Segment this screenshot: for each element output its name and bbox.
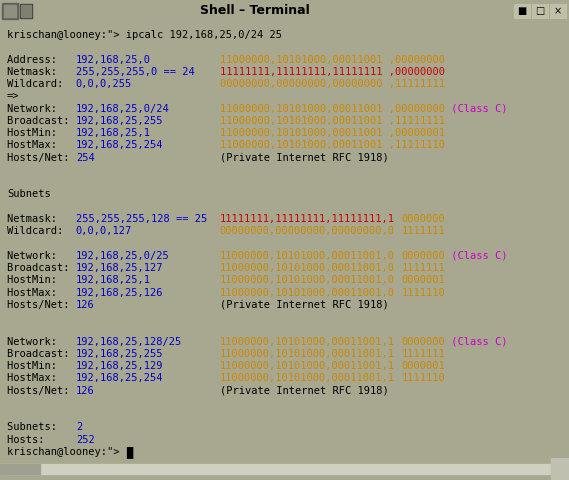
Text: 1111111: 1111111: [401, 226, 445, 236]
Text: Subnets: Subnets: [7, 190, 51, 200]
Bar: [551, 458, 569, 480]
Text: Netmask:: Netmask:: [7, 214, 76, 224]
Text: Wildcard:: Wildcard:: [7, 79, 76, 89]
Text: 192,168,25,0/24: 192,168,25,0/24: [76, 104, 170, 114]
Text: 11000000,10101000,00011001,0: 11000000,10101000,00011001,0: [220, 288, 395, 298]
Text: Hosts/Net:: Hosts/Net:: [7, 300, 76, 310]
Text: Hosts/Net:: Hosts/Net:: [7, 385, 76, 396]
Text: Broadcast:: Broadcast:: [7, 349, 76, 359]
Text: ×: ×: [554, 6, 562, 16]
Text: 11000000,10101000,00011001 ,00000001: 11000000,10101000,00011001 ,00000001: [220, 128, 445, 138]
Text: 1111110: 1111110: [401, 288, 445, 298]
Text: 255,255,255,128 == 25: 255,255,255,128 == 25: [76, 214, 207, 224]
Text: 0,0,0,127: 0,0,0,127: [76, 226, 132, 236]
Text: Wildcard:: Wildcard:: [7, 226, 76, 236]
Text: 192,168,25,129: 192,168,25,129: [76, 361, 163, 371]
Text: 0000001: 0000001: [401, 275, 445, 285]
Text: 192,168,25,255: 192,168,25,255: [76, 349, 163, 359]
Text: █: █: [126, 446, 132, 458]
Text: =>: =>: [7, 91, 19, 101]
Text: 192,168,25,126: 192,168,25,126: [76, 288, 163, 298]
Text: 11111111,11111111,11111111 ,00000000: 11111111,11111111,11111111 ,00000000: [220, 67, 445, 77]
Bar: [21, 5, 31, 17]
Text: 1111111: 1111111: [401, 263, 445, 273]
Text: Broadcast:: Broadcast:: [7, 263, 76, 273]
Text: 11000000,10101000,00011001,1: 11000000,10101000,00011001,1: [220, 361, 395, 371]
Text: (Private Internet RFC 1918): (Private Internet RFC 1918): [94, 300, 389, 310]
Text: krischan@looney:"> ipcalc 192,168,25,0/24 25: krischan@looney:"> ipcalc 192,168,25,0/2…: [7, 30, 282, 40]
Text: Address:: Address:: [7, 55, 76, 65]
Bar: [0, 464, 40, 474]
Bar: [2, 3, 18, 19]
Bar: [4, 5, 16, 17]
Text: 192,168,25,0/25: 192,168,25,0/25: [76, 251, 170, 261]
Text: 00000000,00000000,00000000,0: 00000000,00000000,00000000,0: [220, 226, 395, 236]
Text: 11000000,10101000,00011001,1: 11000000,10101000,00011001,1: [220, 336, 395, 347]
Text: Network:: Network:: [7, 336, 76, 347]
Text: Broadcast:: Broadcast:: [7, 116, 76, 126]
Text: 0000000: 0000000: [401, 251, 445, 261]
Text: 126: 126: [76, 385, 94, 396]
Text: Subnets:: Subnets:: [7, 422, 76, 432]
Text: krischan@looney:">: krischan@looney:">: [7, 447, 126, 457]
Text: Hosts:: Hosts:: [7, 434, 76, 444]
Text: 2: 2: [76, 422, 82, 432]
Text: 192,168,25,255: 192,168,25,255: [76, 116, 163, 126]
Text: 192,168,25,0: 192,168,25,0: [76, 55, 151, 65]
Text: Network:: Network:: [7, 251, 76, 261]
Text: 1111110: 1111110: [401, 373, 445, 384]
Text: 192,168,25,127: 192,168,25,127: [76, 263, 163, 273]
Text: 11000000,10101000,00011001 ,00000000: 11000000,10101000,00011001 ,00000000: [220, 104, 445, 114]
Text: 192,168,25,254: 192,168,25,254: [76, 373, 163, 384]
Text: HostMax:: HostMax:: [7, 141, 76, 150]
Text: 255,255,255,0 == 24: 255,255,255,0 == 24: [76, 67, 195, 77]
Bar: [514, 4, 530, 18]
Text: Shell – Terminal: Shell – Terminal: [200, 4, 310, 17]
Text: 192,168,25,1: 192,168,25,1: [76, 128, 151, 138]
Text: 192,168,25,254: 192,168,25,254: [76, 141, 163, 150]
Bar: [20, 4, 32, 18]
Text: (Class C): (Class C): [445, 336, 508, 347]
Text: 0,0,0,255: 0,0,0,255: [76, 79, 132, 89]
Text: (Class C): (Class C): [445, 251, 508, 261]
Text: (Class C): (Class C): [445, 104, 508, 114]
Text: 252: 252: [76, 434, 94, 444]
Text: 00000000,00000000,00000000 ,11111111: 00000000,00000000,00000000 ,11111111: [220, 79, 445, 89]
Text: HostMin:: HostMin:: [7, 128, 76, 138]
Text: 0000000: 0000000: [401, 336, 445, 347]
Text: 11000000,10101000,00011001,0: 11000000,10101000,00011001,0: [220, 275, 395, 285]
Text: 192,168,25,1: 192,168,25,1: [76, 275, 151, 285]
Text: 0000000: 0000000: [401, 214, 445, 224]
Bar: [0, 464, 551, 474]
Text: 11000000,10101000,00011001,0: 11000000,10101000,00011001,0: [220, 263, 395, 273]
Text: HostMax:: HostMax:: [7, 373, 76, 384]
Text: 11000000,10101000,00011001 ,11111110: 11000000,10101000,00011001 ,11111110: [220, 141, 445, 150]
Text: 11000000,10101000,00011001,1: 11000000,10101000,00011001,1: [220, 349, 395, 359]
Text: 192,168,25,128/25: 192,168,25,128/25: [76, 336, 182, 347]
Text: Network:: Network:: [7, 104, 76, 114]
Text: 11000000,10101000,00011001 ,00000000: 11000000,10101000,00011001 ,00000000: [220, 55, 445, 65]
Text: Netmask:: Netmask:: [7, 67, 76, 77]
Bar: [532, 4, 548, 18]
Bar: [550, 4, 566, 18]
Text: 11111111,11111111,11111111,1: 11111111,11111111,11111111,1: [220, 214, 395, 224]
Text: 254: 254: [76, 153, 94, 163]
Text: HostMax:: HostMax:: [7, 288, 76, 298]
Text: 11000000,10101000,00011001 ,11111111: 11000000,10101000,00011001 ,11111111: [220, 116, 445, 126]
Text: 11000000,10101000,00011001,0: 11000000,10101000,00011001,0: [220, 251, 395, 261]
Text: 1111111: 1111111: [401, 349, 445, 359]
Text: 126: 126: [76, 300, 94, 310]
Text: 11000000,10101000,00011001,1: 11000000,10101000,00011001,1: [220, 373, 395, 384]
Text: HostMin:: HostMin:: [7, 361, 76, 371]
Text: 0000001: 0000001: [401, 361, 445, 371]
Text: HostMin:: HostMin:: [7, 275, 76, 285]
Text: Hosts/Net:: Hosts/Net:: [7, 153, 76, 163]
Text: □: □: [535, 6, 545, 16]
Text: (Private Internet RFC 1918): (Private Internet RFC 1918): [94, 385, 389, 396]
Text: (Private Internet RFC 1918): (Private Internet RFC 1918): [94, 153, 389, 163]
Text: ■: ■: [517, 6, 527, 16]
